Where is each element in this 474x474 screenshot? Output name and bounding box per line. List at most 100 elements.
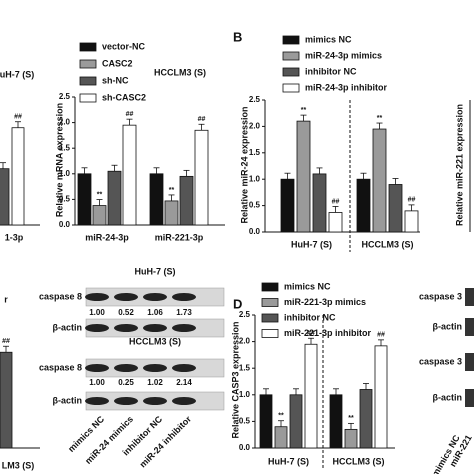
y-tick-label: 1.5 xyxy=(239,363,251,372)
y-tick-label: 2.0 xyxy=(249,122,261,131)
y-axis-label: Relative miR-24 expression xyxy=(239,106,249,223)
lane-label: miR-24 inhibitor xyxy=(138,414,194,470)
y-axis-label: Relative mRNA expression xyxy=(54,103,64,217)
legend-label: miR-24-3p inhibitor xyxy=(305,82,387,92)
bar xyxy=(404,210,419,233)
band xyxy=(143,364,167,372)
x-tick-label: HuH-7 (S) xyxy=(268,456,309,466)
significance-mark: ** xyxy=(169,187,175,194)
bar xyxy=(374,345,388,449)
legend-label: CASC2 xyxy=(102,58,133,68)
band xyxy=(172,364,196,372)
bar xyxy=(289,394,303,449)
band xyxy=(85,324,109,332)
legend-label: sh-NC xyxy=(102,75,129,85)
fragment-label: LM3 (S) xyxy=(2,460,35,470)
band xyxy=(172,324,196,332)
bar xyxy=(107,170,122,226)
y-tick-label: 0.0 xyxy=(239,443,251,452)
band-ratio: 2.14 xyxy=(176,378,192,387)
bar xyxy=(356,178,371,233)
blot-title: HuH-7 (S) xyxy=(135,266,176,276)
bar xyxy=(77,173,92,226)
fragment-label: 1-3p xyxy=(5,232,24,242)
x-tick-label: HCCLM3 (S) xyxy=(362,239,414,249)
band-ratio: 0.52 xyxy=(118,308,134,317)
panel-letter: D xyxy=(233,296,242,311)
legend-swatch xyxy=(282,67,300,77)
band-ratio: 1.00 xyxy=(89,378,105,387)
significance-mark: ** xyxy=(278,413,284,420)
significance-mark: ## xyxy=(126,111,134,118)
row-label: caspase 8 xyxy=(39,362,82,372)
y-tick-label: 1.5 xyxy=(249,148,261,157)
significance-mark: ## xyxy=(307,330,315,337)
legend-label: sh-CASC2 xyxy=(102,92,146,102)
bar xyxy=(274,426,288,449)
x-tick-label: miR-221-3p xyxy=(155,232,204,242)
blot-box xyxy=(465,389,474,407)
y-tick-label: 0.5 xyxy=(249,201,261,210)
bar xyxy=(280,178,295,233)
legend-label: vector-NC xyxy=(102,41,146,51)
bar xyxy=(92,205,107,226)
legend-swatch xyxy=(282,51,300,61)
band xyxy=(85,364,109,372)
band xyxy=(114,397,138,405)
band-ratio: 1.73 xyxy=(176,308,192,317)
significance-mark: ## xyxy=(2,338,10,345)
bar xyxy=(372,128,387,233)
band xyxy=(114,324,138,332)
row-label: caspase 3 xyxy=(419,356,462,366)
significance-mark: ## xyxy=(198,116,206,123)
significance-mark: ** xyxy=(301,107,307,114)
legend-swatch xyxy=(79,59,97,69)
subtitle: HCCLM3 (S) xyxy=(154,67,206,77)
legend-swatch xyxy=(282,35,300,45)
significance-mark: ** xyxy=(97,191,103,198)
band xyxy=(143,293,167,301)
y-tick-label: 2.0 xyxy=(239,337,251,346)
y-axis-label: Relative miR-221 expression xyxy=(454,104,464,226)
bar xyxy=(296,120,311,233)
legend-swatch xyxy=(261,329,279,338)
legend-swatch xyxy=(79,76,97,86)
band xyxy=(114,364,138,372)
panel-letter: B xyxy=(233,29,242,44)
legend-label: miR-221-3p inhibitor xyxy=(284,328,372,338)
bar xyxy=(194,129,209,226)
band xyxy=(85,293,109,301)
row-label: caspase 8 xyxy=(39,291,82,301)
row-label: β-actin xyxy=(53,322,83,332)
bar xyxy=(259,394,273,449)
row-label: β-actin xyxy=(433,392,463,402)
significance-mark: ## xyxy=(332,198,340,205)
bar xyxy=(164,200,179,226)
blot-box xyxy=(465,288,474,306)
bar xyxy=(359,389,373,449)
significance-mark: ## xyxy=(408,197,416,204)
blot-box xyxy=(465,318,474,336)
legend-label: miR-24-3p mimics xyxy=(305,50,382,60)
bar xyxy=(0,351,13,449)
y-tick-label: 0.5 xyxy=(239,417,251,426)
bar xyxy=(179,175,194,226)
band xyxy=(143,397,167,405)
band-ratio: 1.02 xyxy=(147,378,163,387)
bar xyxy=(328,212,343,233)
significance-mark: ** xyxy=(377,115,383,122)
band xyxy=(172,293,196,301)
bar xyxy=(388,184,403,233)
y-tick-label: 2.5 xyxy=(239,310,251,319)
y-tick-label: 0.5 xyxy=(59,195,71,204)
blot-box xyxy=(465,353,474,371)
band-ratio: 0.25 xyxy=(118,378,134,387)
significance-mark: ** xyxy=(348,415,354,422)
band-ratio: 1.00 xyxy=(89,308,105,317)
row-label: caspase 3 xyxy=(419,291,462,301)
significance-mark: ## xyxy=(14,114,22,121)
bar xyxy=(122,124,137,226)
fragment-label: r xyxy=(4,294,8,304)
significance-mark: ## xyxy=(377,332,385,339)
